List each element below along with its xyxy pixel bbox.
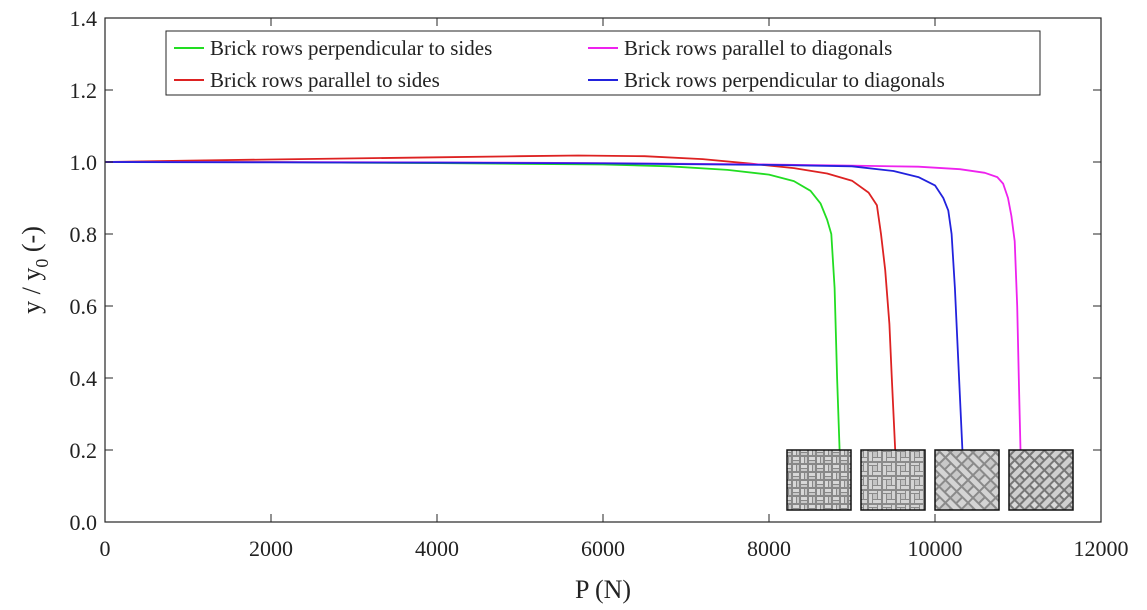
legend-box — [165, 30, 1041, 96]
series-line — [104, 154, 897, 451]
brick-pattern-inset-perpendicular-to-diagonals — [1008, 449, 1074, 511]
legend-entry-label: Brick rows perpendicular to sides — [210, 36, 492, 60]
x-tick-label: 12000 — [1074, 536, 1129, 561]
x-tick-label: 4000 — [415, 536, 459, 561]
y-tick-label: 1.2 — [70, 78, 98, 103]
series-layer — [104, 154, 1022, 451]
y-tick-label: 0.4 — [70, 366, 98, 391]
y-axis-label-unit: (-) — [17, 226, 46, 258]
y-axis: 0.0 0.2 0.4 0.6 0.8 1.0 1.2 1.4 — [70, 6, 1101, 535]
y-tick-label: 1.0 — [70, 150, 98, 175]
x-tick-label: 6000 — [581, 536, 625, 561]
x-tick-label: 2000 — [249, 536, 293, 561]
brick-pattern-insets — [786, 449, 1074, 511]
legend-entry-label: Brick rows perpendicular to diagonals — [624, 68, 945, 92]
y-tick-label: 1.4 — [70, 6, 98, 31]
x-tick-label: 0 — [100, 536, 111, 561]
legend-entry-label: Brick rows parallel to diagonals — [624, 36, 892, 60]
x-axis: 0 2000 4000 6000 8000 10000 12000 — [100, 18, 1129, 561]
plot-background — [105, 18, 1101, 522]
brick-pattern-inset-perpendicular-to-sides — [786, 449, 852, 511]
y-tick-label: 0.8 — [70, 222, 98, 247]
y-axis-label-subscript: 0 — [32, 259, 52, 268]
series-line — [104, 161, 964, 451]
plot-area — [105, 18, 1101, 522]
y-tick-label: 0.0 — [70, 510, 98, 535]
y-axis-label: y / y0 (-) — [17, 226, 52, 314]
brick-pattern-inset-parallel-to-diagonals — [934, 449, 1000, 511]
x-tick-label: 8000 — [747, 536, 791, 561]
y-axis-label-main: y / y — [17, 268, 46, 314]
y-tick-label: 0.2 — [70, 438, 98, 463]
y-tick-label: 0.6 — [70, 294, 98, 319]
legend-entry-label: Brick rows parallel to sides — [210, 68, 440, 92]
x-axis-label: P (N) — [575, 575, 631, 604]
legend: Brick rows perpendicular to sides Brick r… — [165, 30, 1041, 96]
brick-pattern-inset-parallel-to-sides — [860, 449, 926, 511]
x-tick-label: 10000 — [908, 536, 963, 561]
